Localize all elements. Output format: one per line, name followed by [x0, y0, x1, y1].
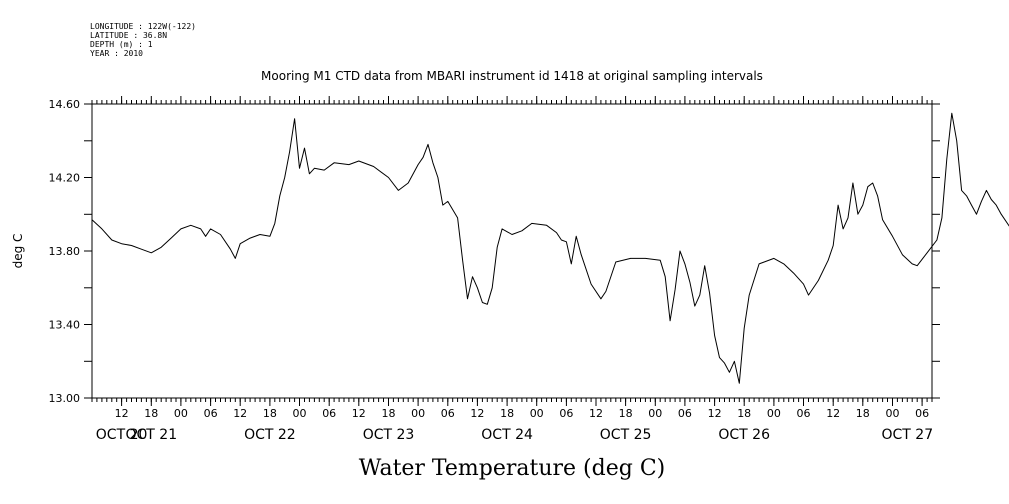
y-axis-label: deg C: [11, 234, 25, 269]
x-hour-tick-label: 06: [204, 407, 218, 420]
x-hour-tick-label: 06: [915, 407, 929, 420]
x-hour-tick-label: 06: [441, 407, 455, 420]
axis-ticks: [84, 96, 940, 406]
y-tick-label: 13.00: [49, 392, 81, 405]
x-axis-label: Water Temperature (deg C): [359, 456, 666, 481]
y-tick-label: 13.40: [49, 319, 81, 332]
x-hour-tick-label: 06: [559, 407, 573, 420]
x-hour-tick-label: 12: [708, 407, 722, 420]
x-day-label: OCT 25: [600, 427, 652, 443]
x-day-label: OCT 20: [96, 427, 148, 443]
x-hour-tick-label: 18: [382, 407, 396, 420]
x-hour-tick-label: 06: [797, 407, 811, 420]
x-day-label: OCT 26: [718, 427, 770, 443]
x-hour-tick-label: 12: [826, 407, 840, 420]
x-hour-tick-label: 00: [174, 407, 188, 420]
chart-title: Mooring M1 CTD data from MBARI instrumen…: [261, 69, 763, 83]
y-tick-labels: 13.00 13.40 13.80 14.20 14.60: [49, 98, 81, 405]
x-hour-tick-label: 06: [678, 407, 692, 420]
y-tick-label: 14.20: [49, 172, 81, 185]
x-hour-tick-label: 18: [619, 407, 633, 420]
x-hour-tick-label: 18: [263, 407, 277, 420]
metadata-block: LONGITUDE : 122W(-122) LATITUDE : 36.8N …: [90, 22, 196, 58]
plot-frame: [91, 103, 933, 399]
x-hour-tick-label: 00: [411, 407, 425, 420]
x-hour-tick-label: 18: [500, 407, 514, 420]
x-day-label: OCT 27: [881, 427, 933, 443]
y-tick-label: 13.80: [49, 245, 81, 258]
x-hour-tick-label: 00: [767, 407, 781, 420]
x-hour-tick-label: 06: [322, 407, 336, 420]
y-tick-label: 14.60: [49, 98, 81, 111]
x-day-label: OCT 23: [363, 427, 415, 443]
x-hour-tick-label: 00: [293, 407, 307, 420]
x-tick-labels: 12 18 00 06 12 18 00 06 12 18 00 06 12 18 00 06 12 18 00 06…: [96, 407, 933, 443]
x-hour-tick-label: 18: [737, 407, 751, 420]
x-hour-tick-label: 12: [115, 407, 129, 420]
x-hour-tick-label: 00: [648, 407, 662, 420]
x-hour-tick-label: 18: [856, 407, 870, 420]
x-hour-tick-label: 00: [530, 407, 544, 420]
depth-label: DEPTH (m) : 1: [90, 40, 153, 49]
year-label: YEAR : 2010: [90, 49, 143, 58]
temperature-series-line: [91, 112, 1009, 384]
x-day-label: OCT 22: [244, 427, 296, 443]
x-hour-tick-label: 12: [233, 407, 247, 420]
x-hour-tick-label: 12: [470, 407, 484, 420]
latitude-label: LATITUDE : 36.8N: [90, 31, 168, 40]
x-day-label: OCT 21: [125, 427, 177, 443]
x-hour-tick-label: 12: [589, 407, 603, 420]
x-hour-tick-label: 12: [352, 407, 366, 420]
x-hour-tick-label: 18: [144, 407, 158, 420]
x-day-label: OCT 24: [481, 427, 533, 443]
longitude-label: LONGITUDE : 122W(-122): [90, 22, 196, 31]
x-hour-tick-label: 00: [886, 407, 900, 420]
